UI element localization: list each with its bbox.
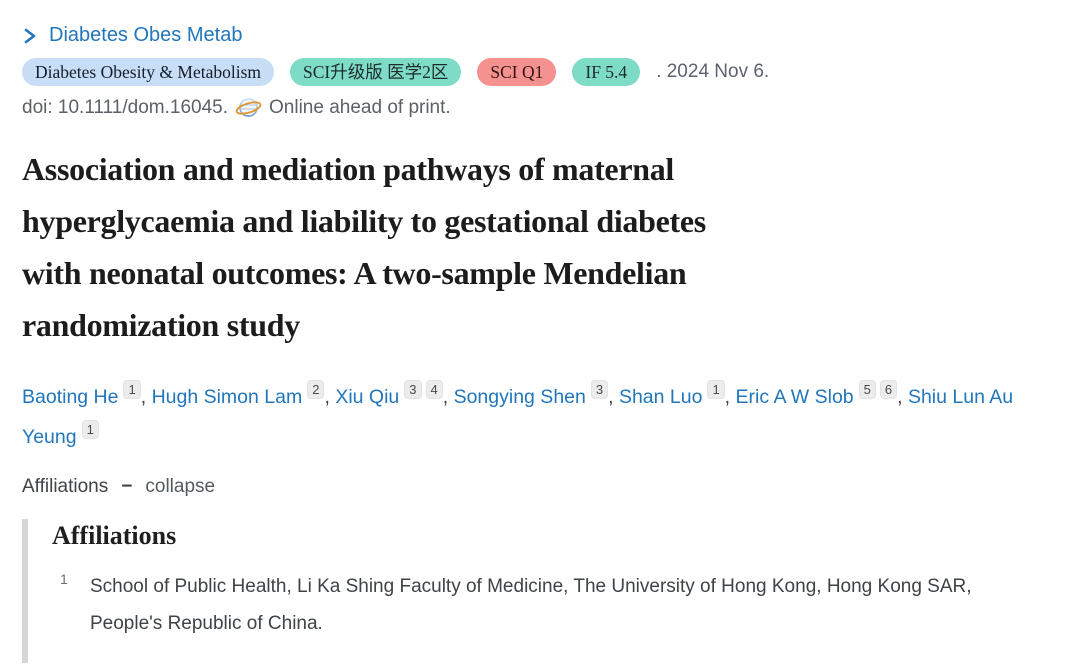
title-line: randomization study	[22, 307, 300, 343]
author-affiliation-superscript: 3	[404, 380, 422, 399]
sci-quartile-badge: SCI Q1	[477, 58, 557, 86]
doi-text: doi: 10.1111/dom.16045.	[22, 97, 228, 118]
affiliations-section: Affiliations 1 School of Public Health, L…	[22, 519, 1050, 663]
globe-orbit-icon[interactable]	[235, 95, 262, 121]
author-link[interactable]: Shan Luo	[618, 386, 703, 408]
author-affiliation-superscript: 3	[590, 380, 609, 399]
doi-row: doi: 10.1111/dom.16045. Online ahead of …	[22, 95, 1050, 121]
affiliation-text: School of Public Health, Li Ka Shing Fac…	[90, 576, 972, 634]
citation-date: . 2024 Nov 6.	[656, 61, 770, 82]
journal-name-badge: Diabetes Obesity & Metabolism	[22, 58, 275, 86]
author-list: Baoting He 1, Hugh Simon Lam 2, Xiu Qiu 3 4,…	[22, 380, 1014, 448]
badge-row: Diabetes Obesity & Metabolism SCI升级版 医学2区…	[22, 58, 1050, 86]
author-affiliation-superscript: 1	[707, 380, 725, 399]
journal-link[interactable]: Diabetes Obes Metab	[49, 24, 243, 46]
collapse-link[interactable]: collapse	[145, 476, 216, 497]
affiliation-number: 1	[60, 571, 68, 587]
author-link[interactable]: Baoting He	[22, 386, 119, 408]
author-link[interactable]: Xiu Qiu	[335, 386, 400, 408]
title-line: with neonatal outcomes: A two-sample Men…	[22, 255, 687, 291]
online-ahead-text: Online ahead of print.	[269, 97, 451, 118]
author-link[interactable]: Hugh Simon Lam	[151, 386, 303, 408]
affiliations-toggle: Affiliations − collapse	[22, 476, 1050, 498]
author-affiliation-superscript: 5	[858, 380, 876, 399]
article-title: Association and mediation pathways of ma…	[22, 143, 1050, 351]
chevron-right-icon	[22, 27, 37, 45]
author-affiliation-superscript: 1	[123, 380, 141, 399]
affiliations-toggle-label: Affiliations	[22, 476, 109, 497]
breadcrumb: Diabetes Obes Metab	[22, 24, 1050, 47]
author-affiliation-superscript: 6	[879, 380, 898, 399]
author-affiliation-superscript: 4	[425, 380, 443, 399]
affiliations-heading: Affiliations	[52, 521, 177, 550]
sci-tier-badge: SCI升级版 医学2区	[290, 58, 462, 86]
title-line: Association and mediation pathways of ma…	[22, 151, 675, 187]
author-link[interactable]: Songying Shen	[453, 386, 586, 408]
minus-icon[interactable]: −	[121, 476, 133, 497]
title-line: hyperglycaemia and liability to gestatio…	[22, 203, 706, 239]
author-affiliation-superscript: 2	[307, 380, 325, 399]
affiliation-item: 1 School of Public Health, Li Ka Shing Fa…	[52, 568, 1050, 642]
author-link[interactable]: Shiu Lun Au Yeung	[22, 386, 1014, 448]
impact-factor-badge: IF 5.4	[572, 58, 641, 86]
author-affiliation-superscript: 1	[81, 420, 99, 439]
affiliations-list: 1 School of Public Health, Li Ka Shing Fa…	[52, 568, 1050, 642]
author-link[interactable]: Eric A W Slob	[735, 386, 854, 408]
